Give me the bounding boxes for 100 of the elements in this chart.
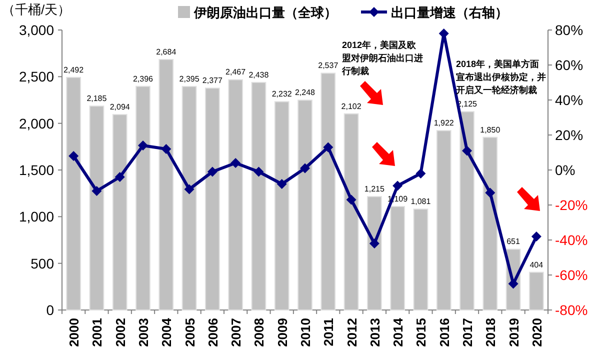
x-tick-label: 2014 — [390, 317, 406, 347]
point — [184, 184, 194, 194]
x-tick-label: 2006 — [205, 318, 220, 347]
data-label: 1,922 — [434, 118, 454, 128]
bar — [251, 82, 266, 310]
y2-tick-label: 60% — [555, 57, 584, 73]
bar — [136, 86, 150, 310]
point — [138, 140, 148, 150]
annotation: 2018年，美国单方面宣布退出伊核协定，并开启又一轮经济制裁 — [455, 59, 546, 95]
data-label: 1,215 — [364, 184, 385, 194]
data-label: 1,081 — [410, 197, 432, 206]
data-label: 2,248 — [294, 88, 316, 98]
legend-label: 出口量增速（右轴） — [391, 5, 508, 20]
x-tick-label: 2001 — [90, 318, 105, 347]
data-label: 2,185 — [86, 94, 108, 104]
x-tick-label: 2004 — [159, 317, 174, 347]
bar — [460, 111, 474, 310]
data-label: 1,850 — [480, 125, 501, 134]
point — [438, 28, 449, 38]
point — [369, 238, 380, 248]
data-label: 2,537 — [318, 61, 339, 70]
x-tick-label: 2011 — [321, 318, 336, 346]
x-tick-label: 2013 — [367, 318, 382, 347]
point — [416, 168, 426, 178]
point — [508, 278, 518, 289]
point — [346, 194, 356, 205]
x-tick-label: 2008 — [252, 318, 267, 347]
bar — [89, 106, 104, 310]
y-tick-label: 1,000 — [18, 208, 54, 225]
y-axis-title: （千桶/天） — [2, 2, 71, 17]
x-tick-label: 2000 — [66, 318, 82, 347]
data-label: 2,094 — [110, 102, 130, 112]
data-label: 2,467 — [226, 68, 246, 77]
data-label: 2,684 — [156, 47, 177, 56]
bar — [274, 101, 290, 310]
legend-label: 伊朗原油出口量（全球） — [193, 5, 337, 20]
x-tick-label: 2005 — [182, 318, 198, 347]
y-tick-label: 1,500 — [18, 162, 54, 178]
x-tick-label: 2012 — [344, 318, 360, 347]
point — [462, 146, 472, 156]
y2-tick-label: -60% — [555, 267, 588, 283]
bar — [390, 206, 406, 310]
point — [276, 179, 287, 189]
data-label: 2,102 — [341, 102, 362, 111]
data-label: 2,377 — [202, 76, 223, 86]
x-tick-label: 2003 — [136, 318, 151, 347]
y-tick-label: 500 — [30, 255, 54, 272]
y2-tick-label: -80% — [555, 302, 588, 318]
x-tick-label: 2010 — [298, 318, 313, 347]
x-tick-label: 2007 — [228, 318, 244, 347]
y2-tick-label: 40% — [555, 92, 584, 108]
data-label: 404 — [530, 260, 544, 270]
point — [92, 186, 102, 196]
x-tick-label: 2002 — [112, 318, 128, 347]
bar — [436, 130, 452, 310]
x-tick-label: 2009 — [274, 318, 290, 347]
bar — [413, 208, 428, 310]
y-tick-label: 2,500 — [18, 68, 54, 85]
data-label: 2,232 — [272, 90, 292, 99]
data-label: 2,492 — [64, 65, 84, 74]
x-tick-label: 2017 — [460, 318, 475, 347]
x-tick-label: 2018 — [483, 318, 498, 347]
bar — [158, 58, 174, 310]
data-label: 2,438 — [248, 70, 270, 80]
y2-tick-label: 80% — [555, 22, 584, 38]
point — [207, 166, 218, 177]
bar — [482, 136, 498, 310]
point — [300, 163, 310, 174]
point — [531, 232, 542, 242]
point — [230, 158, 241, 168]
y2-tick-label: -20% — [555, 197, 588, 213]
bar — [228, 79, 244, 310]
annotation: 2012年，美国及欧盟对伊朗石油出口进行制裁 — [341, 40, 423, 76]
y-tick-label: 2,000 — [18, 115, 54, 132]
data-label: 2,395 — [179, 74, 200, 84]
point — [323, 142, 334, 152]
y2-tick-label: -40% — [555, 232, 588, 248]
point — [392, 180, 403, 191]
bar — [344, 113, 359, 310]
point — [161, 144, 172, 154]
bar — [320, 72, 336, 310]
point — [68, 151, 79, 161]
x-tick-label: 2016 — [436, 318, 452, 347]
x-tick-label: 2020 — [529, 318, 544, 347]
y-tick-label: 3,000 — [18, 22, 54, 38]
y2-tick-label: 0% — [555, 162, 576, 178]
data-label: 2,396 — [132, 74, 154, 84]
point — [254, 166, 264, 177]
bar — [112, 114, 128, 310]
bar — [528, 272, 544, 310]
x-tick-label: 2015 — [414, 318, 429, 347]
bar — [298, 100, 312, 310]
bar — [204, 88, 220, 310]
bar — [66, 76, 82, 310]
y2-tick-label: 20% — [555, 127, 584, 143]
point — [114, 172, 125, 182]
data-label: 651 — [506, 237, 521, 246]
x-tick-label: 2019 — [506, 318, 522, 347]
bar — [366, 196, 382, 310]
bar — [182, 86, 197, 310]
